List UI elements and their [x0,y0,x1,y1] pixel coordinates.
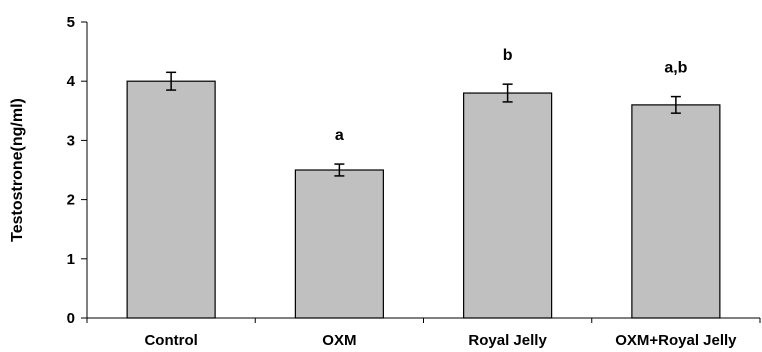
y-tick-label: 3 [67,132,75,149]
y-tick-label: 5 [67,14,75,31]
y-axis-label: Testostrone(ng/ml) [9,98,26,242]
significance-label: b [503,47,513,64]
y-tick-label: 4 [67,73,76,90]
y-tick-label: 1 [67,251,75,268]
significance-label: a [335,127,344,144]
bars [126,80,721,319]
axes [86,22,761,323]
bar [631,104,721,319]
x-category-label: Royal Jelly [468,332,547,349]
error-bars [166,71,681,177]
y-tick-label: 2 [67,192,75,209]
x-category-label: Control [144,332,197,349]
significance-label: a,b [664,60,687,77]
y-tick-label: 0 [67,310,75,327]
bar [294,169,384,319]
bar [126,80,216,319]
bar [463,92,553,319]
significance-labels: a b a,b [335,47,688,144]
x-axis-labels: Control OXM Royal Jelly OXM+Royal Jelly [144,332,737,349]
x-category-label: OXM [322,332,356,349]
y-axis-ticks: 0 1 2 3 4 5 [67,14,87,327]
x-category-label: OXM+Royal Jelly [615,332,737,349]
